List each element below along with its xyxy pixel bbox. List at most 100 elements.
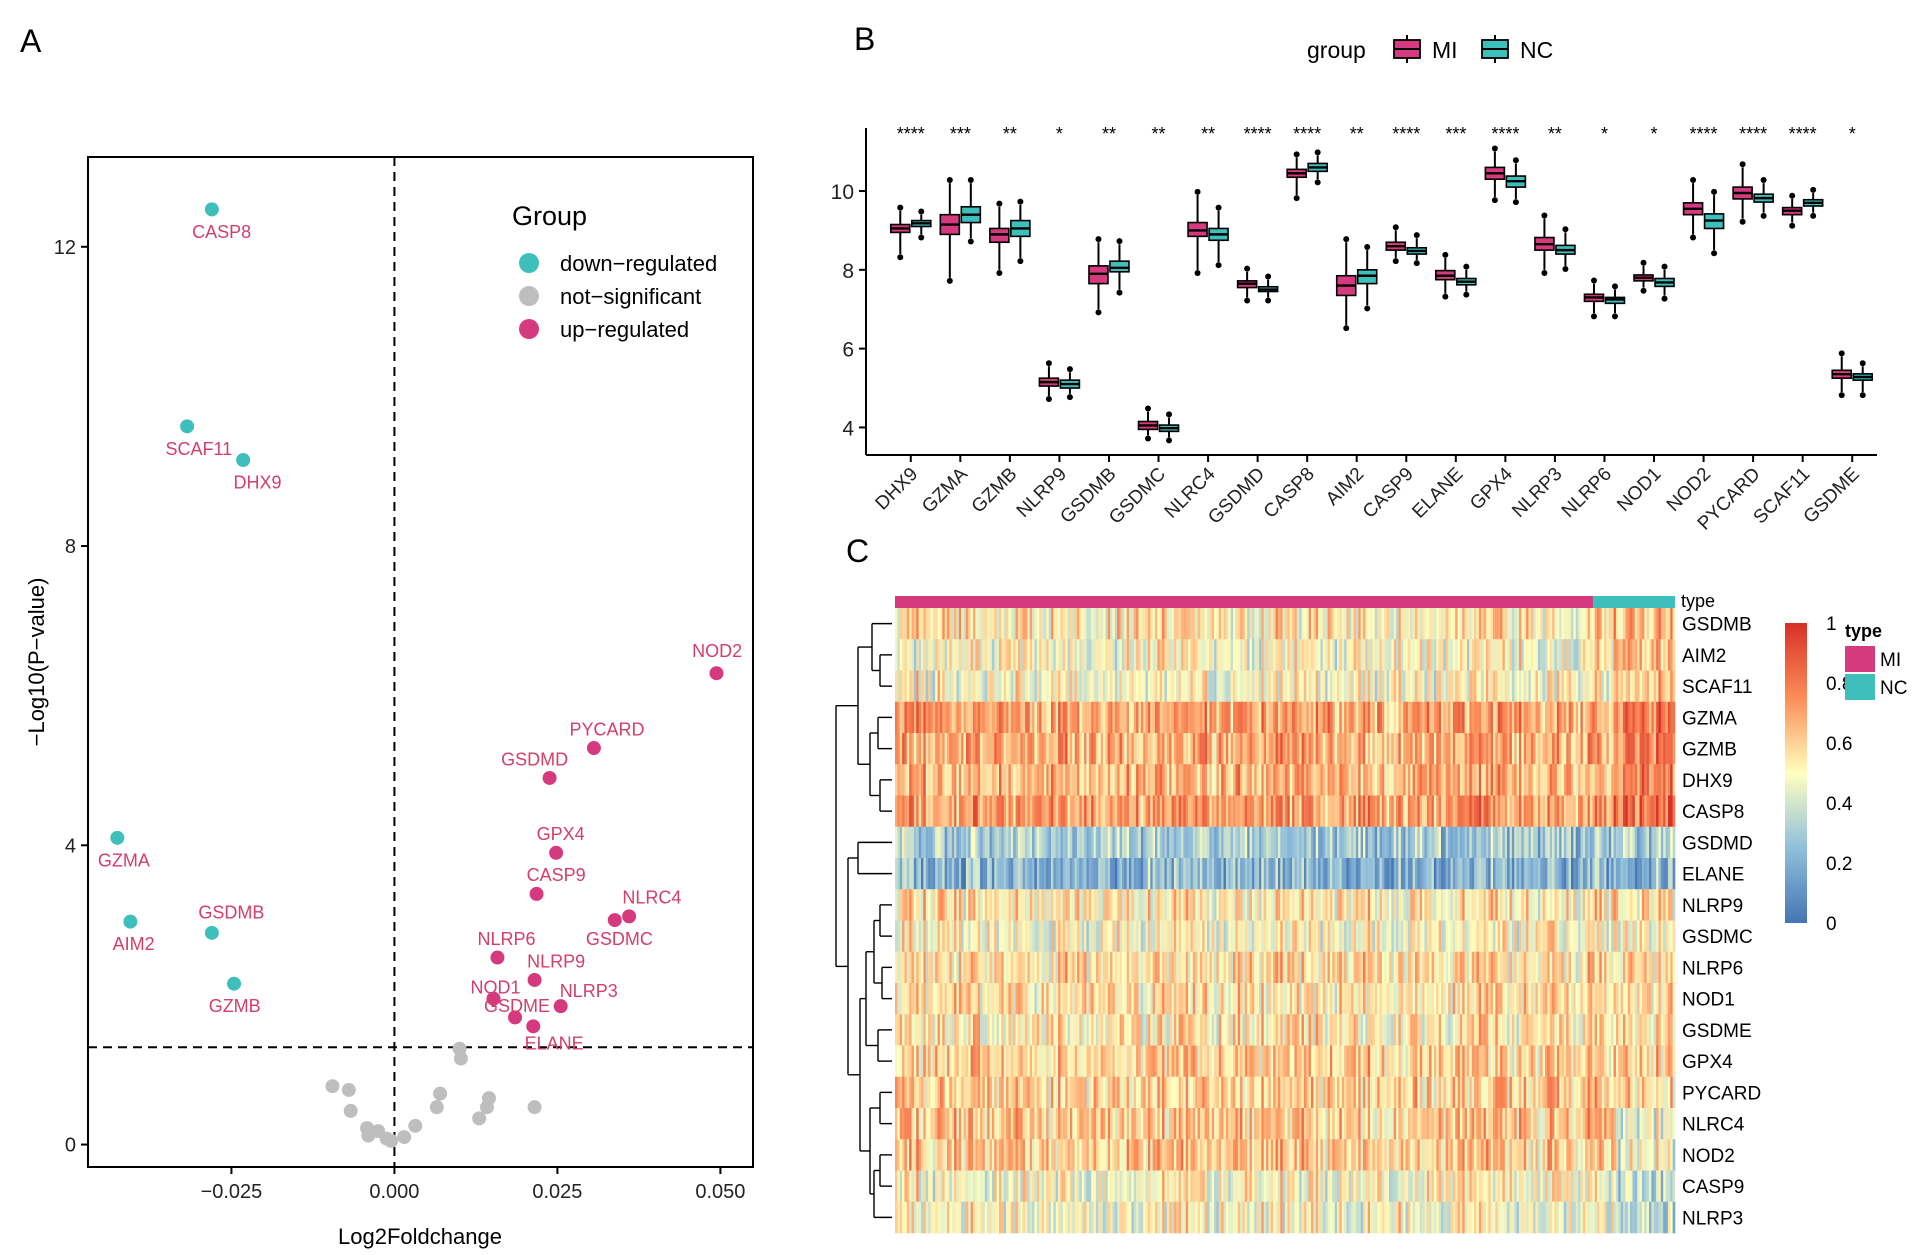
heatmap-cell (1127, 671, 1130, 703)
heatmap-cell (1467, 921, 1470, 953)
heatmap-cell (1153, 827, 1156, 859)
heatmap-cell (1637, 952, 1640, 984)
heatmap-cell (1609, 639, 1612, 671)
heatmap-cell (1597, 889, 1600, 921)
heatmap-cell (1264, 921, 1267, 953)
heatmap-cell (1434, 983, 1437, 1015)
heatmap-cell (1226, 764, 1229, 796)
heatmap-cell (1458, 608, 1461, 640)
heatmap-cell (1507, 733, 1510, 765)
heatmap-cell (1398, 639, 1401, 671)
heatmap-cell (1436, 827, 1439, 859)
heatmap-cell (1044, 639, 1047, 671)
heatmap-cell (1337, 921, 1340, 953)
heatmap-cell (909, 858, 912, 890)
heatmap-cell (1391, 671, 1394, 703)
heatmap-cell (1663, 889, 1666, 921)
heatmap-cell (1079, 796, 1082, 828)
heatmap-cell (926, 889, 929, 921)
heatmap-cell (938, 639, 941, 671)
heatmap-cell (1616, 921, 1619, 953)
heatmap-cell (1060, 764, 1063, 796)
heatmap-cell (1372, 702, 1375, 734)
heatmap-cell (1311, 608, 1314, 640)
heatmap-cell (1389, 608, 1392, 640)
heatmap-cell (1294, 702, 1297, 734)
heatmap-cell (1276, 733, 1279, 765)
heatmap-cell (1436, 639, 1439, 671)
heatmap-cell (1146, 796, 1149, 828)
heatmap-cell (1186, 702, 1189, 734)
heatmap-cell (999, 702, 1002, 734)
heatmap-cell (1233, 827, 1236, 859)
heatmap-cell (907, 764, 910, 796)
heatmap-cell (1011, 1014, 1014, 1046)
heatmap-cell (1554, 733, 1557, 765)
heatmap-cell (1330, 764, 1333, 796)
heatmap-cell (1344, 671, 1347, 703)
heatmap-cell (1337, 952, 1340, 984)
heatmap-cell (1058, 764, 1061, 796)
heatmap-cell (1588, 858, 1591, 890)
heatmap-cell (1656, 671, 1659, 703)
heatmap-cell (1202, 827, 1205, 859)
heatmap-cell (1599, 702, 1602, 734)
heatmap-cell (935, 952, 938, 984)
heatmap-cell (1628, 702, 1631, 734)
heatmap-cell (1528, 671, 1531, 703)
heatmap-cell (1091, 796, 1094, 828)
heatmap-cell (1559, 639, 1562, 671)
heatmap-cell (1068, 827, 1071, 859)
heatmap-cell (1632, 796, 1635, 828)
heatmap-cell (1673, 671, 1676, 703)
heatmap-cell (1039, 702, 1042, 734)
heatmap-cell (1153, 639, 1156, 671)
heatmap-cell (909, 889, 912, 921)
heatmap-cell (1576, 764, 1579, 796)
heatmap-cell (1209, 733, 1212, 765)
heatmap-cell (1306, 733, 1309, 765)
heatmap-cell (1474, 921, 1477, 953)
heatmap-cell (1004, 827, 1007, 859)
heatmap-cell (1150, 889, 1153, 921)
heatmap-cell (1500, 671, 1503, 703)
heatmap-cell (1481, 889, 1484, 921)
heatmap-cell (1533, 796, 1536, 828)
heatmap-cell (1209, 858, 1212, 890)
boxplot-x-tick-label: NLRP6 (1558, 464, 1616, 522)
heatmap-cell (1141, 858, 1144, 890)
heatmap-cell (1068, 733, 1071, 765)
heatmap-cell (1072, 733, 1075, 765)
heatmap-cell (1339, 858, 1342, 890)
heatmap-cell (1292, 764, 1295, 796)
heatmap-cell (902, 796, 905, 828)
heatmap-cell (1089, 952, 1092, 984)
heatmap-cell (907, 639, 910, 671)
heatmap-cell (1148, 1014, 1151, 1046)
heatmap-cell (1618, 952, 1621, 984)
heatmap-cell (1403, 889, 1406, 921)
heatmap-cell (1025, 702, 1028, 734)
heatmap-cell (935, 764, 938, 796)
heatmap-cell (897, 1014, 900, 1046)
heatmap-cell (1039, 952, 1042, 984)
heatmap-cell (1342, 764, 1345, 796)
heatmap-cell (1023, 983, 1026, 1015)
heatmap-cell (1595, 608, 1598, 640)
heatmap-cell (1448, 889, 1451, 921)
heatmap-cell (1268, 827, 1271, 859)
heatmap-cell (1599, 858, 1602, 890)
heatmap-cell (1091, 671, 1094, 703)
heatmap-cell (1063, 921, 1066, 953)
heatmap-cell (1285, 671, 1288, 703)
heatmap-cell (1673, 921, 1676, 953)
heatmap-cell (1640, 889, 1643, 921)
heatmap-cell (1053, 796, 1056, 828)
heatmap-cell (1176, 827, 1179, 859)
heatmap-cell (1330, 702, 1333, 734)
heatmap-cell (1068, 639, 1071, 671)
heatmap-cell (1261, 889, 1264, 921)
heatmap-cell (1202, 1014, 1205, 1046)
heatmap-cell (1408, 702, 1411, 734)
heatmap-cell (1124, 921, 1127, 953)
